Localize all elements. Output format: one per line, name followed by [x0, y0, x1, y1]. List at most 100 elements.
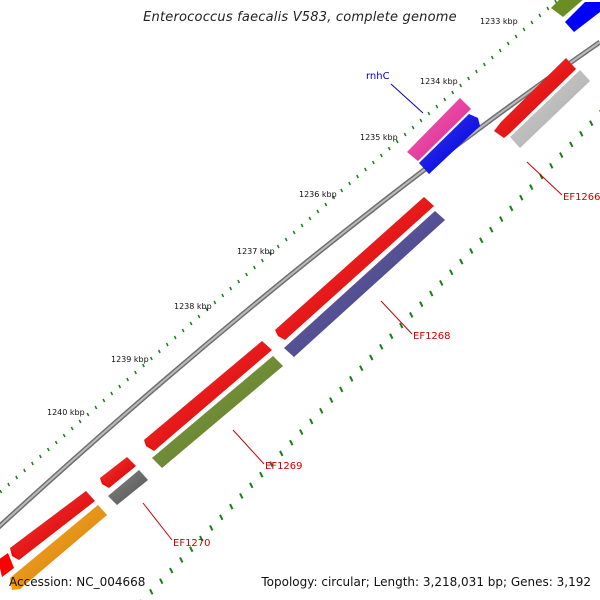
- ruler-tick: [31, 461, 34, 466]
- ruler-tick: [110, 391, 114, 396]
- ruler-tick: [181, 328, 185, 333]
- feature-track-tick: [409, 311, 414, 318]
- ruler-tick: [482, 62, 486, 67]
- feature-track-tick: [569, 141, 574, 148]
- ruler-tick: [62, 433, 66, 438]
- ruler-tick: [221, 293, 225, 298]
- leader-ef1269: [232, 429, 265, 465]
- ruler-tick: [142, 363, 145, 368]
- feature-track-tick: [189, 546, 194, 553]
- ruler-tick: [205, 307, 209, 312]
- feature-track-tick: [589, 120, 594, 127]
- ruler-tick: [451, 90, 455, 95]
- feature-track-tick: [169, 567, 174, 574]
- ruler-tick: [173, 335, 177, 340]
- ruler-tick: [253, 265, 256, 270]
- ruler-label-1234: 1234 kbp: [420, 77, 458, 86]
- feature-track-tick: [549, 162, 554, 169]
- ruler-tick: [498, 48, 502, 53]
- feature-track-tick: [159, 578, 164, 585]
- ruler-tick: [46, 447, 50, 452]
- ruler-tick: [197, 314, 201, 319]
- feature-olive-top[interactable]: [551, 0, 585, 17]
- ruler-tick: [467, 76, 470, 81]
- feature-track-tick: [319, 407, 324, 414]
- ruler-tick: [403, 132, 407, 137]
- leader-ef1266: [526, 161, 563, 196]
- leader-ef1268: [380, 300, 413, 335]
- ruler-tick: [0, 489, 3, 494]
- ruler-tick: [189, 321, 193, 326]
- ruler-tick: [419, 118, 423, 123]
- feature-track-tick: [469, 248, 474, 254]
- feature-track-tick: [459, 258, 464, 265]
- ruler-tick: [70, 426, 74, 431]
- ruler-tick: [54, 440, 58, 445]
- ruler-tick: [134, 370, 137, 375]
- gene-label-ef1270[interactable]: EF1270: [173, 538, 211, 549]
- gene-label-ef1269[interactable]: EF1269: [265, 461, 303, 472]
- ruler-tick: [546, 6, 550, 11]
- genome-summary-text: Topology: circular; Length: 3,218,031 bp…: [261, 575, 591, 589]
- gene-label-rnhC[interactable]: rnhC: [366, 71, 390, 82]
- ruler-tick: [260, 258, 264, 263]
- feature-track-tick: [579, 130, 584, 137]
- feature-track-tick: [219, 514, 224, 521]
- feature-blue-top[interactable]: [565, 2, 600, 32]
- ruler-tick: [514, 34, 518, 39]
- feature-track-tick: [339, 386, 344, 393]
- ruler-tick: [475, 69, 478, 74]
- ruler-tick: [506, 41, 510, 46]
- feature-track-tick: [379, 343, 384, 350]
- ruler-tick: [427, 111, 431, 116]
- ruler-tick: [86, 412, 90, 417]
- ruler-tick: [379, 153, 383, 158]
- feature-track-tick: [239, 493, 244, 499]
- ruler-tick: [284, 237, 288, 242]
- ruler-tick: [118, 384, 122, 389]
- ruler-tick: [300, 223, 304, 228]
- ruler-tick: [245, 272, 248, 277]
- leader-ef1270: [142, 502, 173, 541]
- ruler-tick: [229, 286, 233, 291]
- feature-red-cds-edge[interactable]: [0, 553, 14, 577]
- feature-track-tick: [309, 418, 314, 425]
- gene-label-ef1268[interactable]: EF1268: [413, 331, 451, 342]
- feature-track-tick: [499, 216, 504, 222]
- ruler-label-1238: 1238 kbp: [174, 302, 212, 311]
- feature-track-tick: [519, 194, 524, 201]
- ruler-tick: [268, 251, 272, 256]
- ruler-label-1235: 1235 kbp: [360, 133, 398, 142]
- feature-track-tick: [149, 588, 154, 595]
- ruler-tick: [38, 454, 42, 459]
- ruler-tick: [213, 300, 217, 305]
- ruler-tick: [522, 27, 526, 32]
- ruler-label-1239: 1239 kbp: [111, 355, 149, 364]
- feature-track-tick: [279, 450, 284, 457]
- ruler-tick: [316, 209, 320, 214]
- feature-track-tick: [389, 333, 394, 340]
- feature-track-tick: [449, 269, 454, 276]
- ruler-tick: [538, 13, 542, 18]
- feature-track-tick: [559, 152, 564, 159]
- feature-track-tick: [419, 301, 424, 308]
- ruler-tick: [292, 230, 296, 235]
- ruler-tick: [126, 377, 130, 382]
- gene-label-ef1266[interactable]: EF1266: [563, 192, 600, 203]
- ruler-tick: [340, 188, 344, 193]
- feature-track-tick: [209, 524, 214, 531]
- ruler-tick: [459, 83, 463, 88]
- ruler-tick: [530, 20, 534, 25]
- ruler-tick: [308, 216, 312, 221]
- feature-track-tick: [399, 322, 404, 329]
- ruler-tick: [23, 468, 26, 473]
- ruler-label-1240: 1240 kbp: [47, 408, 85, 417]
- map-title: Enterococcus faecalis V583, complete gen…: [143, 10, 457, 25]
- feature-track-tick: [349, 375, 354, 382]
- ruler-tick: [94, 405, 98, 410]
- ruler-tick: [364, 167, 367, 172]
- ruler-label-1233: 1233 kbp: [480, 17, 518, 26]
